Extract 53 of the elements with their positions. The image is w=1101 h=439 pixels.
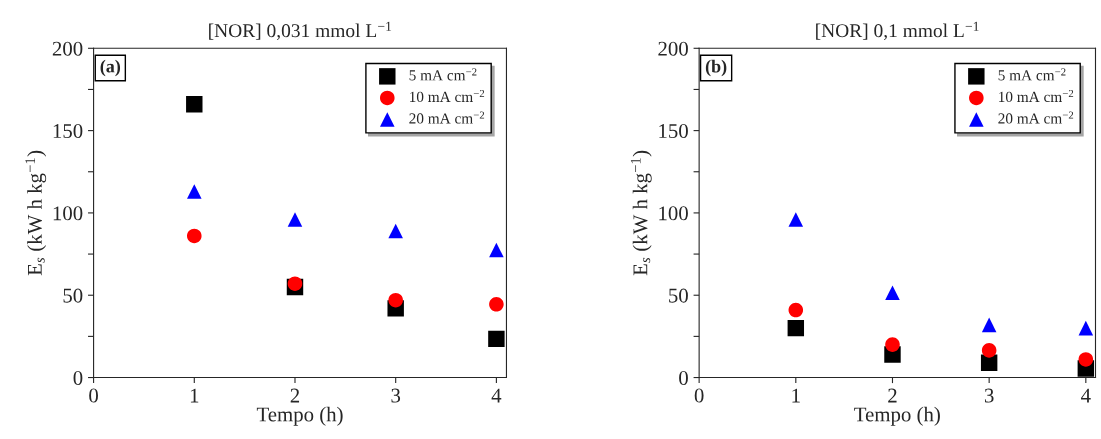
annotation: (a) (100, 59, 121, 77)
point (981, 343, 997, 358)
x-tick-label: 0 (694, 388, 704, 403)
point (1078, 352, 1094, 367)
y-tick-label: 100 (53, 206, 83, 221)
point (885, 285, 900, 301)
point (287, 212, 303, 227)
point (388, 223, 403, 239)
annotation: (b) (705, 59, 727, 77)
point (388, 292, 403, 308)
y-tick-label: 50 (669, 288, 688, 303)
y-tick-label: 50 (63, 288, 83, 303)
x-tick-label: 2 (290, 388, 300, 403)
point (187, 228, 202, 244)
legend-label: 5 mA cm$^{−2}$ (409, 68, 477, 81)
legend-label: 10 mA cm$^{−2}$ (410, 89, 485, 103)
y-tick-label: 200 (52, 41, 83, 56)
legend-label: 5 mA cm$^{−2}$ (998, 68, 1066, 81)
x-tick-label: 3 (984, 388, 994, 403)
point (187, 184, 202, 199)
y-tick-label: 200 (658, 41, 688, 56)
chart-title: [NOR] 0,1 mmol L$^{−1}$ (816, 21, 979, 41)
x-axis-title: Tempo (h) (854, 406, 940, 426)
y-tick-label: 0 (73, 370, 83, 385)
y-axis-title: E$_{s}$ (kW h kg$^{−1}$) (25, 150, 47, 276)
x-tick-label: 4 (1081, 388, 1091, 403)
y-tick-label: 100 (659, 206, 688, 221)
point (787, 319, 805, 337)
point (489, 242, 504, 258)
legend-label: 20 mA cm$^{−2}$ (409, 111, 485, 124)
point (788, 212, 804, 227)
y-axis-title: E$_{s}$ (kW h kg$^{−1}$) (630, 150, 652, 276)
chart-title: [NOR] 0,031 mmol L$^{−1}$ (209, 21, 392, 41)
y-tick-label: 150 (53, 123, 83, 139)
point (287, 276, 303, 291)
y-tick-label: 150 (659, 123, 688, 139)
x-tick-label: 1 (190, 388, 199, 403)
legend-label: 20 mA cm$^{−2}$ (998, 111, 1074, 124)
x-tick-label: 3 (391, 388, 401, 403)
point (885, 337, 900, 352)
point (981, 317, 997, 333)
x-tick-label: 2 (888, 388, 897, 403)
x-tick-label: 0 (89, 388, 98, 403)
point (488, 330, 505, 348)
x-tick-label: 4 (491, 388, 502, 403)
point (186, 96, 203, 113)
point (489, 297, 504, 312)
legend-label: 10 mA cm$^{−2}$ (999, 89, 1074, 103)
y-tick-label: 0 (679, 370, 688, 385)
x-tick-label: 1 (792, 388, 800, 403)
point (1078, 320, 1094, 336)
x-axis-title: Tempo (h) (256, 406, 343, 426)
point (788, 302, 804, 318)
